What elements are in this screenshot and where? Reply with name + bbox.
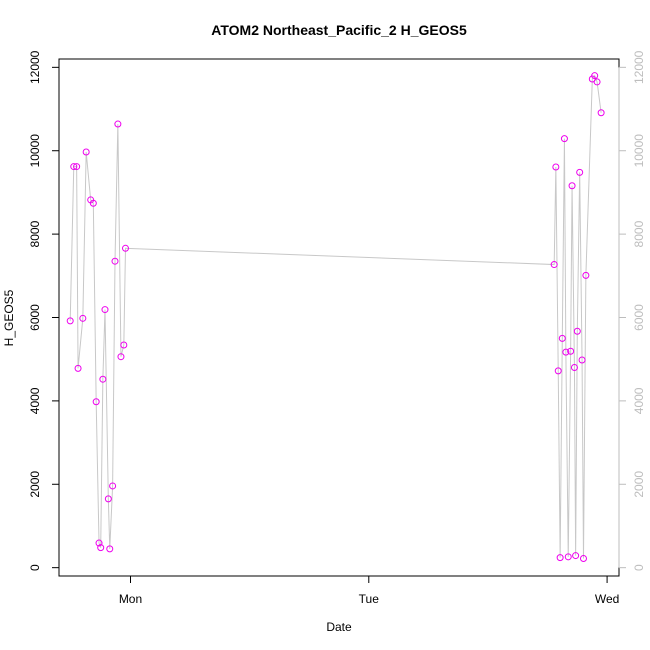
y-tick-label-right: 10000 bbox=[632, 134, 646, 168]
data-point bbox=[111, 257, 119, 265]
y-tick-label-left: 6000 bbox=[28, 304, 42, 331]
data-point bbox=[591, 72, 599, 80]
data-point bbox=[597, 109, 605, 117]
x-axis-label: Date bbox=[326, 620, 352, 634]
y-axis-left: 0 2000 4000 6000 8000 10000 12000 bbox=[28, 50, 60, 571]
data-point bbox=[89, 199, 97, 207]
data-point bbox=[114, 120, 122, 128]
data-point bbox=[560, 135, 568, 143]
data-point bbox=[550, 261, 558, 269]
data-point bbox=[567, 347, 575, 355]
data-point bbox=[593, 78, 601, 86]
y-axis-label: H_GEOS5 bbox=[2, 289, 16, 346]
data-point bbox=[95, 539, 103, 547]
y-tick-label-right: 0 bbox=[632, 564, 646, 571]
data-point bbox=[79, 314, 87, 322]
data-point bbox=[578, 356, 586, 364]
data-point bbox=[66, 317, 74, 325]
data-point bbox=[99, 375, 107, 383]
y-tick-label-right: 8000 bbox=[632, 220, 646, 247]
y-tick-label-left: 8000 bbox=[28, 220, 42, 247]
data-point bbox=[70, 163, 78, 171]
data-point bbox=[573, 327, 581, 335]
data-point bbox=[74, 364, 82, 372]
data-point bbox=[73, 163, 81, 171]
y-tick-label-left: 2000 bbox=[28, 471, 42, 498]
data-point bbox=[552, 163, 560, 171]
y-tick-label-left: 4000 bbox=[28, 387, 42, 414]
y-tick-label-right: 6000 bbox=[632, 304, 646, 331]
series-line-group bbox=[69, 74, 602, 559]
y-tick-label-right: 12000 bbox=[632, 50, 646, 84]
y-tick-label-right: 2000 bbox=[632, 471, 646, 498]
data-point bbox=[570, 364, 578, 372]
data-point bbox=[121, 244, 129, 252]
data-point bbox=[92, 398, 100, 406]
data-point bbox=[579, 554, 587, 562]
data-point bbox=[104, 495, 112, 503]
y-tick-label-left: 0 bbox=[28, 564, 42, 571]
data-point bbox=[558, 334, 566, 342]
data-point bbox=[556, 554, 564, 562]
data-point bbox=[109, 482, 117, 490]
data-point bbox=[576, 168, 584, 176]
x-tick-label: Tue bbox=[359, 592, 380, 606]
series-line bbox=[69, 74, 602, 559]
data-points-group bbox=[66, 72, 605, 562]
y-tick-label-left: 10000 bbox=[28, 134, 42, 168]
data-point bbox=[564, 553, 572, 561]
chart-title: ATOM2 Northeast_Pacific_2 H_GEOS5 bbox=[211, 22, 467, 38]
y-tick-label-left: 12000 bbox=[28, 50, 42, 84]
data-point bbox=[117, 353, 125, 361]
data-point bbox=[562, 348, 570, 356]
x-tick-label: Wed bbox=[595, 592, 619, 606]
plot-frame bbox=[58, 58, 620, 577]
data-point bbox=[568, 182, 576, 190]
y-axis-right: 0 2000 4000 6000 8000 10000 12000 bbox=[618, 50, 646, 571]
data-point bbox=[120, 341, 128, 349]
data-point bbox=[582, 271, 590, 279]
data-point bbox=[572, 552, 580, 560]
data-point bbox=[101, 306, 109, 314]
data-point bbox=[554, 367, 562, 375]
data-point bbox=[106, 545, 114, 553]
x-axis: Mon Tue Wed bbox=[119, 575, 619, 606]
x-tick-label: Mon bbox=[119, 592, 142, 606]
data-point bbox=[82, 148, 90, 156]
y-tick-label-right: 4000 bbox=[632, 387, 646, 414]
data-point bbox=[97, 544, 105, 552]
